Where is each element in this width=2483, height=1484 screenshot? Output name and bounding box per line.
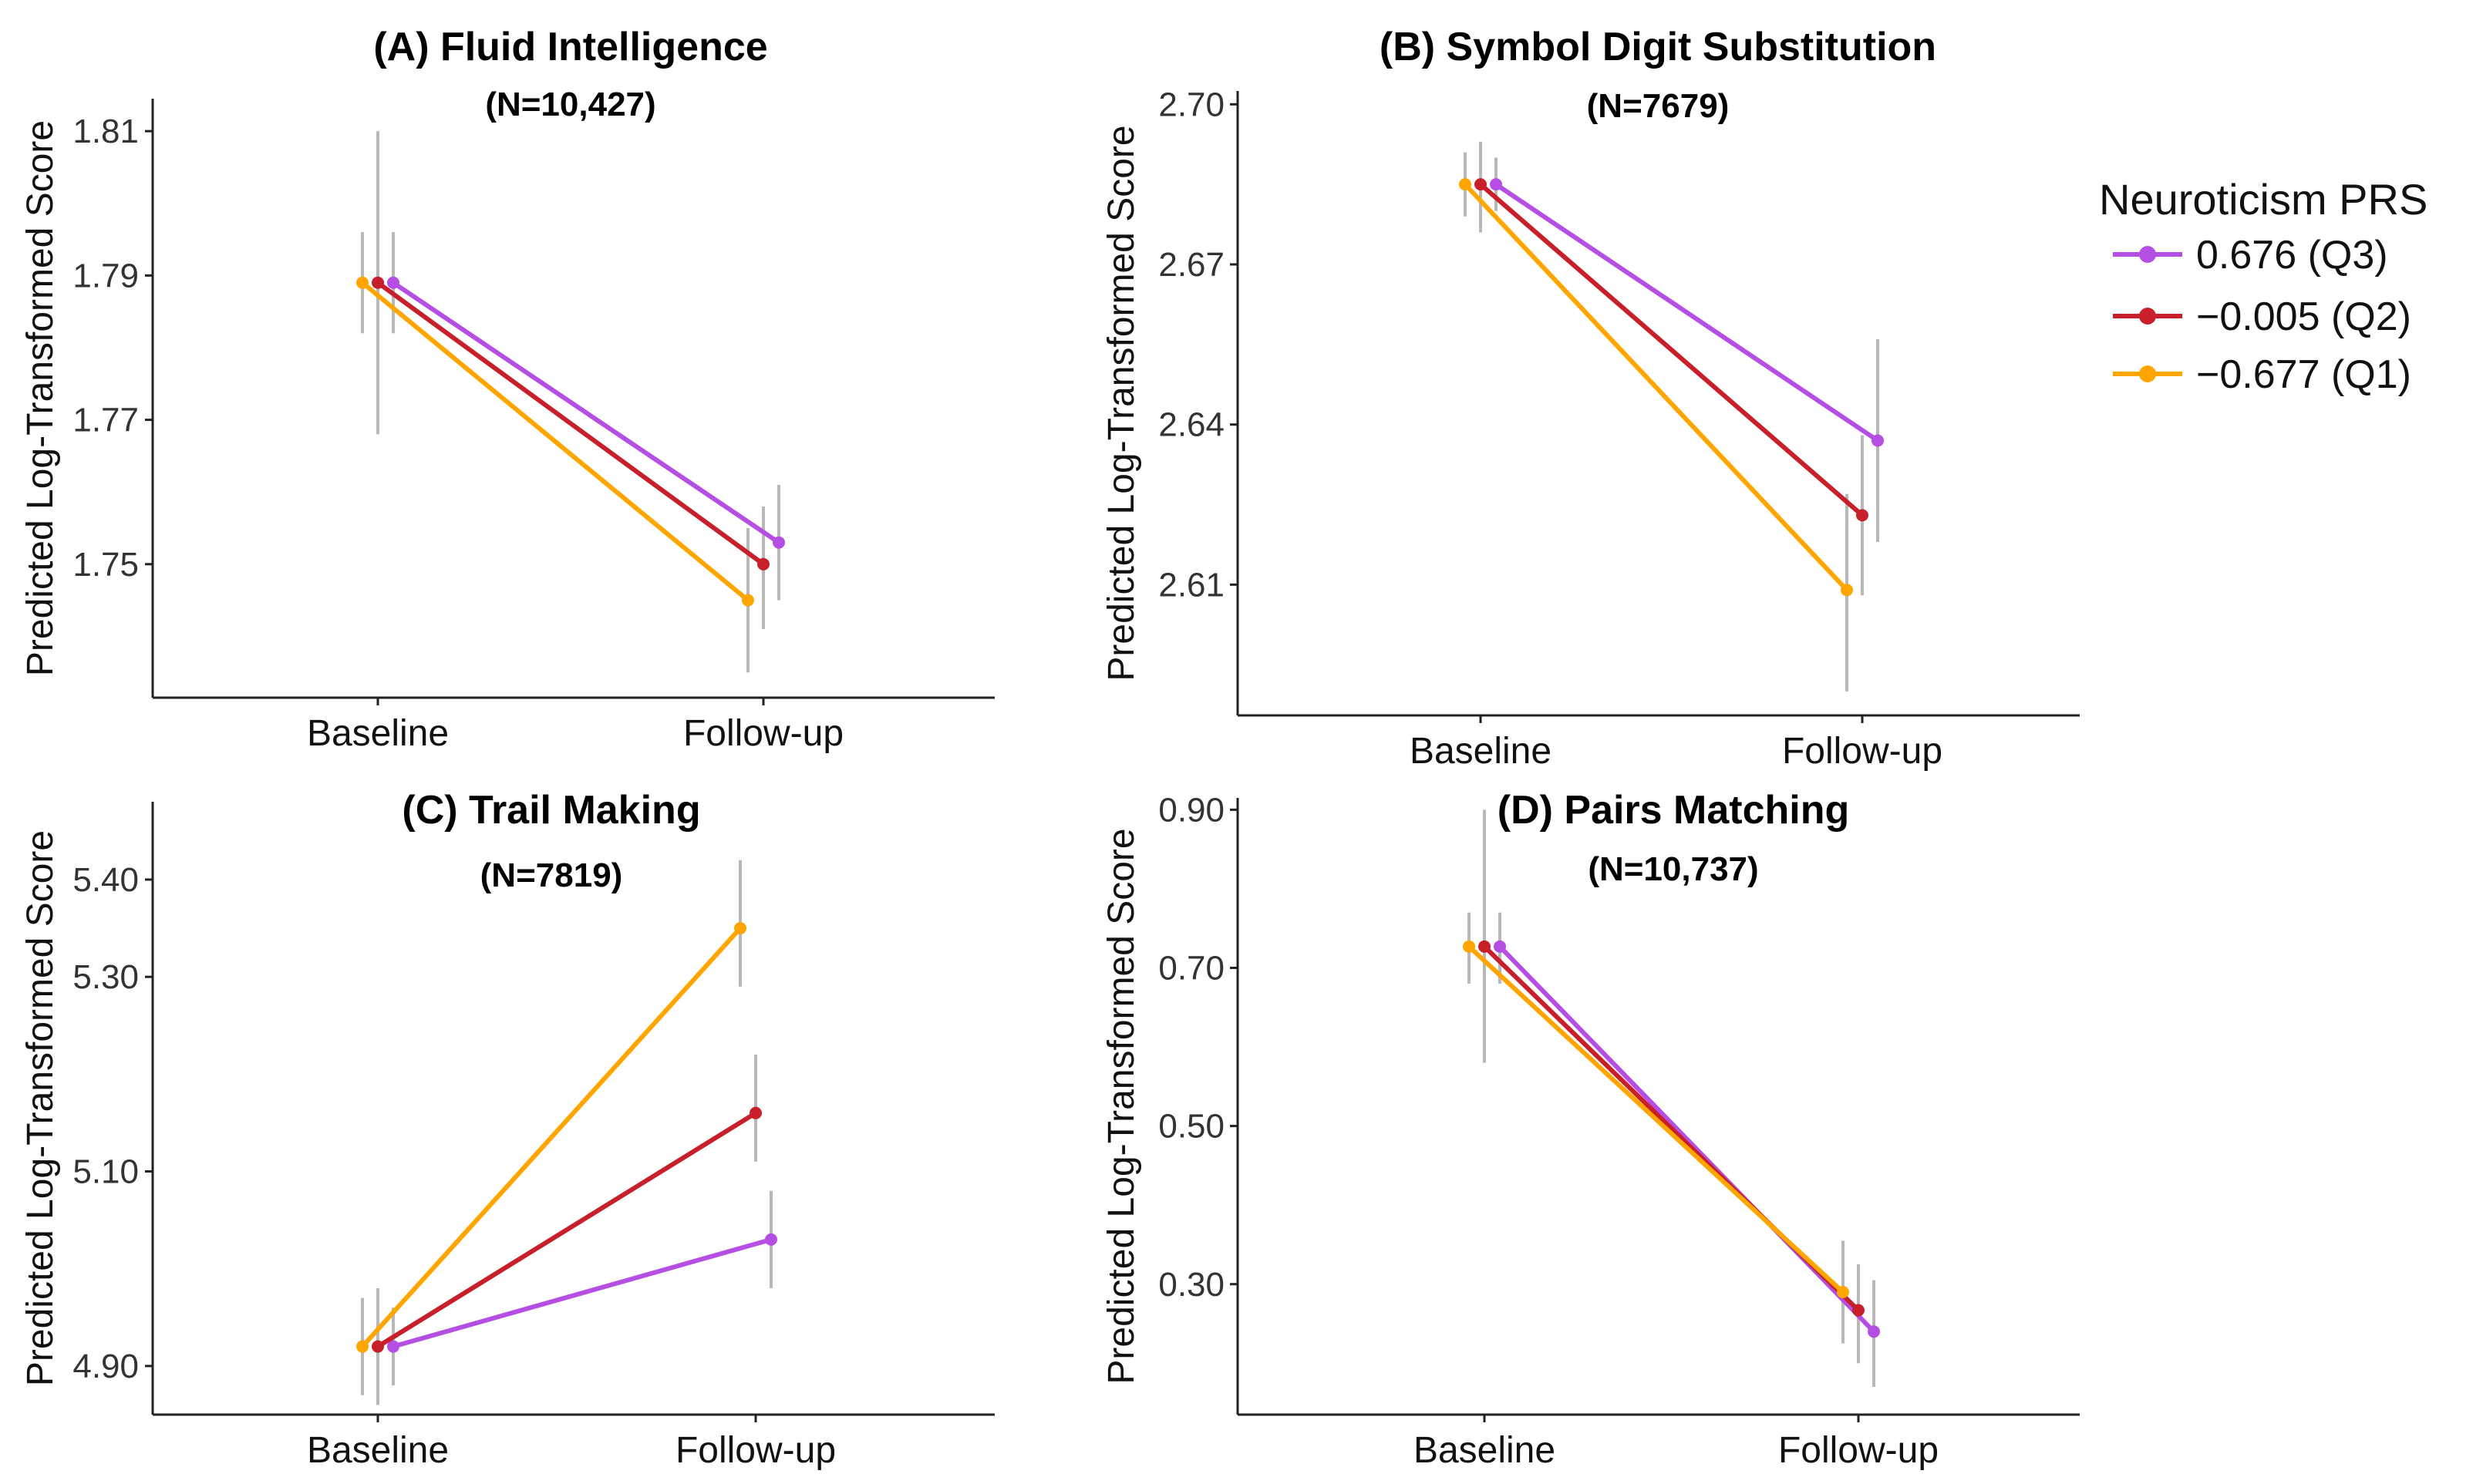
panel-b-x-tick-label: Follow-up (1782, 731, 1942, 772)
panel-c-y-tick-label: 5.10 (72, 1153, 139, 1191)
panel-b: 2.70 2.67 2.64 2.61 Baseline Follow-up Predict… (1101, 25, 2080, 772)
panel-d-y-tick-label: 0.50 (1158, 1108, 1225, 1146)
panel-c-point-q2 (750, 1106, 762, 1119)
panel-d-series-line-q1 (1467, 944, 1845, 1294)
panel-c-series-line-q2 (376, 1111, 757, 1349)
panel-b-y-tick-label: 2.67 (1158, 246, 1225, 284)
legend-label-q3: 0.676 (Q3) (2196, 233, 2388, 278)
panel-b-title: (B) Symbol Digit Substitution (1380, 25, 1936, 69)
panel-c-point-q1 (356, 1340, 369, 1353)
panel-c-y-tick-label: 4.90 (72, 1348, 139, 1385)
panel-a-y-tick-label: 1.81 (72, 113, 139, 150)
panel-a-y-tick-label: 1.77 (72, 402, 139, 439)
panel-b-point-q3 (1872, 434, 1884, 447)
panel-b-point-q2 (1856, 509, 1868, 522)
panel-c-point-q3 (387, 1340, 399, 1353)
legend-marker-q3 (2139, 246, 2156, 263)
legend-entry-q3: 0.676 (Q3) (2113, 233, 2388, 278)
panel-b-series-line-q2 (1479, 182, 1864, 517)
panel-d-point-q2 (1852, 1304, 1865, 1317)
panel-a-series-line-q1 (361, 281, 750, 602)
panel-c-x-tick-label: Follow-up (675, 1430, 836, 1471)
chart-panels: 1.81 1.79 1.77 1.75 Baseline Follow-up Predict… (20, 25, 2080, 1471)
panel-b-y-tick-label: 2.64 (1158, 406, 1225, 444)
panel-c-series-line-q1 (360, 927, 743, 1348)
panel-c-series-line-q3 (392, 1237, 772, 1349)
panel-d-x-tick-label: Baseline (1413, 1430, 1555, 1471)
panel-b-series-line-q3 (1494, 182, 1879, 443)
panel-c-subtitle: (N=7819) (480, 856, 623, 894)
panel-b-point-q3 (1490, 178, 1502, 191)
panel-c-y-tick-label: 5.40 (72, 861, 139, 899)
panel-d-y-tick-label: 0.30 (1158, 1266, 1225, 1304)
panel-d-point-q1 (1837, 1286, 1849, 1299)
panel-b-subtitle: (N=7679) (1587, 87, 1730, 125)
panel-a-x-tick-label: Baseline (307, 713, 449, 754)
panel-d-ylabel: Predicted Log-Transformed Score (1101, 828, 1142, 1384)
panel-d-x-tick-label: Follow-up (1778, 1430, 1939, 1471)
legend-marker-q1 (2139, 365, 2156, 382)
panel-d-point-q3 (1494, 940, 1506, 953)
panel-b-y-tick-label: 2.70 (1158, 86, 1225, 123)
panel-c-x-tick-label: Baseline (307, 1430, 449, 1471)
legend-label-q1: −0.677 (Q1) (2196, 352, 2411, 397)
panel-a-series-line-q2 (376, 281, 765, 567)
legend-title: Neuroticism PRS (2099, 175, 2427, 224)
panel-a-point-q1 (356, 276, 369, 289)
panel-a-y-tick-label: 1.79 (72, 257, 139, 294)
legend-label-q2: −0.005 (Q2) (2196, 294, 2411, 339)
panel-b-point-q2 (1474, 178, 1487, 191)
legend-entry-q2: −0.005 (Q2) (2113, 294, 2411, 339)
panel-b-x-tick-label: Baseline (1410, 731, 1551, 772)
panel-c-y-tick-label: 5.30 (72, 958, 139, 996)
panel-a-point-q2 (757, 557, 770, 570)
panel-c-point-q3 (765, 1233, 777, 1246)
panel-b-point-q1 (1459, 178, 1471, 191)
panel-d-subtitle: (N=10,737) (1588, 850, 1758, 888)
panel-a-subtitle: (N=10,427) (485, 86, 655, 123)
legend-marker-q2 (2139, 308, 2156, 325)
panel-d-y-tick-label: 0.90 (1158, 791, 1225, 829)
panel-d: 0.90 0.70 0.50 0.30 Baseline Follow-up Predict… (1101, 788, 2080, 1471)
panel-d-point-q3 (1868, 1325, 1880, 1338)
panel-b-series-line-q1 (1463, 183, 1849, 592)
panel-c-title: (C) Trail Making (402, 788, 700, 833)
legend: Neuroticism PRS 0.676 (Q3) −0.005 (Q2) −… (2099, 175, 2427, 397)
panel-a-y-tick-label: 1.75 (72, 546, 139, 584)
panel-d-point-q2 (1478, 940, 1491, 953)
panel-a-point-q1 (742, 594, 754, 607)
legend-entry-q1: −0.677 (Q1) (2113, 352, 2411, 397)
panel-d-point-q1 (1463, 940, 1475, 953)
panel-a-x-tick-label: Follow-up (683, 713, 844, 754)
panel-b-ylabel: Predicted Log-Transformed Score (1101, 125, 1142, 681)
panel-d-y-tick-label: 0.70 (1158, 950, 1225, 988)
panel-a-point-q3 (387, 276, 399, 289)
panel-a: 1.81 1.79 1.77 1.75 Baseline Follow-up Predict… (20, 25, 995, 754)
panel-c-point-q2 (372, 1340, 384, 1353)
panel-b-point-q1 (1841, 584, 1853, 597)
panel-a-point-q2 (372, 276, 384, 289)
panel-c-point-q1 (734, 922, 746, 935)
panel-c-ylabel: Predicted Log-Transformed Score (20, 830, 61, 1386)
panel-a-title: (A) Fluid Intelligence (373, 25, 767, 69)
panel-c: 5.40 5.30 5.10 4.90 Baseline Follow-up Predict… (20, 788, 995, 1471)
panel-a-series-line-q3 (392, 281, 780, 545)
panel-a-ylabel: Predicted Log-Transformed Score (20, 120, 61, 676)
panel-a-point-q3 (773, 536, 785, 549)
panel-d-title: (D) Pairs Matching (1498, 788, 1850, 833)
panel-b-y-tick-label: 2.61 (1158, 566, 1225, 604)
